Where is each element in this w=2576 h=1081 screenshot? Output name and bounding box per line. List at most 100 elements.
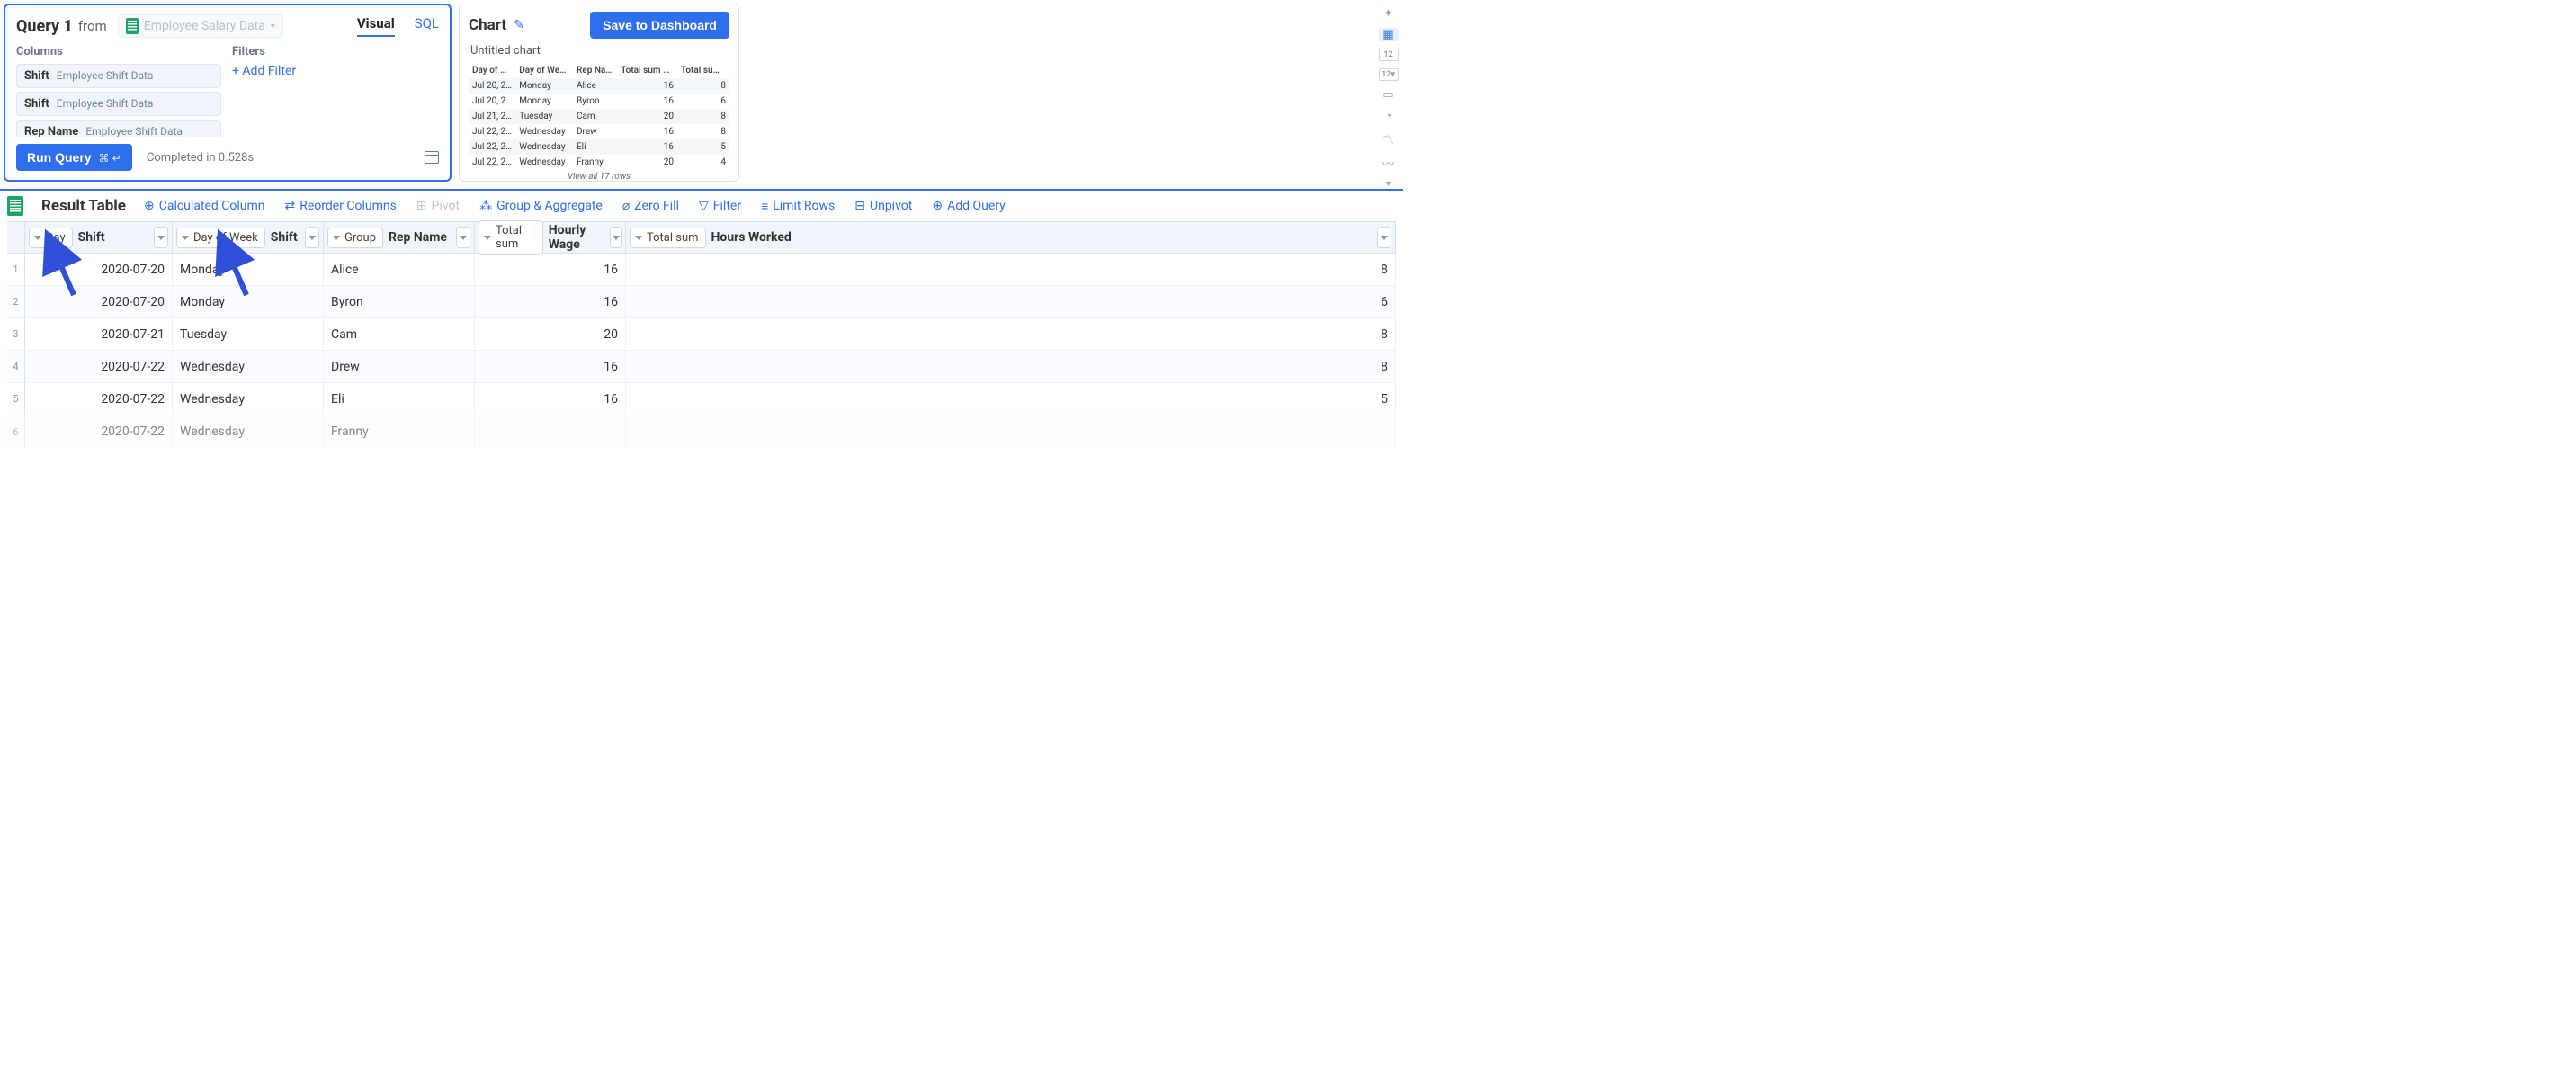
chevron-down-icon: ▾ [271, 22, 275, 31]
tab-visual[interactable]: Visual [357, 15, 395, 37]
tab-sql[interactable]: SQL [415, 15, 439, 37]
table-chart-icon[interactable]: ▦ [1379, 28, 1399, 41]
cell-repname: Cam [324, 318, 475, 350]
group-aggregate-button[interactable]: ⁂Group & Aggregate [479, 199, 603, 214]
chart-row: Jul 22, 2020WednesdayEli165 [469, 139, 729, 155]
chart-row: Jul 21, 2020TuesdayCam208 [469, 109, 729, 124]
chart-subtitle: Untitled chart [470, 44, 729, 58]
column-menu-button[interactable] [305, 227, 319, 248]
magic-icon[interactable]: ✦ [1379, 7, 1399, 21]
pie-chart-icon[interactable]: ◔ [1379, 109, 1399, 123]
unpivot-button[interactable]: ⊟Unpivot [854, 199, 912, 214]
chart-cell: Cam [573, 109, 617, 124]
transform-chip-totalsum[interactable]: Total sum [630, 228, 706, 248]
chart-cell: 6 [677, 94, 729, 109]
layout-icon[interactable] [425, 151, 439, 164]
chart-col-header: Day of Shift [469, 63, 515, 78]
chart-cell: 16 [617, 139, 677, 155]
table-row: 12020-07-20MondayAlice168 [7, 254, 1396, 286]
chart-row: Jul 22, 2020WednesdayFranny204 [469, 155, 729, 170]
chart-cell: 16 [617, 78, 677, 94]
more-chart-types-icon[interactable]: ▼ [1384, 179, 1392, 189]
save-to-dashboard-button[interactable]: Save to Dashboard [590, 12, 729, 39]
area-chart-icon[interactable]: 〰 [1379, 155, 1399, 172]
cell-date: 2020-07-22 [25, 383, 173, 415]
chart-cell: Monday [515, 94, 573, 109]
chart-preview-table: Day of Shift Day of Week: Shift Rep Name… [469, 63, 729, 170]
cell-repname: Alice [324, 254, 475, 285]
column-pill[interactable]: Rep NameEmployee Shift Data [16, 120, 221, 137]
chart-cell: Tuesday [515, 109, 573, 124]
chart-cell: Drew [573, 124, 617, 139]
cell-date: 2020-07-22 [25, 351, 173, 382]
row-number: 4 [7, 351, 25, 382]
cell-repname: Franny [324, 415, 475, 448]
column-menu-button[interactable] [1377, 227, 1391, 248]
cell-date: 2020-07-20 [25, 286, 173, 317]
plus-icon: ⊕ [932, 199, 943, 213]
reorder-icon: ⇄ [285, 199, 296, 213]
chart-cell: Jul 22, 2020 [469, 139, 515, 155]
chart-cell: Alice [573, 78, 617, 94]
calculated-column-button[interactable]: ⊕Calculated Column [144, 199, 265, 214]
table-row: 42020-07-22WednesdayDrew168 [7, 351, 1396, 383]
column-menu-button[interactable] [610, 227, 622, 248]
row-number: 1 [7, 254, 25, 285]
style-icon[interactable]: ✎ [514, 18, 524, 32]
filter-button[interactable]: ▽Filter [699, 199, 741, 214]
line-chart-icon[interactable]: 〽 [1379, 130, 1399, 147]
filter-icon: ▽ [699, 199, 709, 213]
chart-col-header: Total sum of Hours Worked [677, 63, 729, 78]
cell-dayofweek: Wednesday [173, 415, 324, 448]
number-chart-icon[interactable]: 12 [1379, 49, 1399, 61]
pivot-icon: ⊞ [416, 199, 427, 213]
run-query-button[interactable]: Run Query ⌘ ↵ [16, 144, 132, 171]
cell-wage: 16 [475, 254, 626, 285]
pivot-button[interactable]: ⊞Pivot [416, 199, 460, 214]
plus-column-icon: ⊕ [144, 199, 155, 213]
chart-cell: Monday [515, 78, 573, 94]
limit-rows-button[interactable]: ≡Limit Rows [761, 199, 835, 214]
transform-chip-day[interactable]: Day [29, 228, 73, 248]
reorder-columns-button[interactable]: ⇄Reorder Columns [285, 199, 397, 214]
chart-cell: 20 [617, 155, 677, 170]
chart-title: Chart [469, 16, 506, 34]
column-pills: ShiftEmployee Shift Data ShiftEmployee S… [16, 64, 221, 137]
cell-dayofweek: Wednesday [173, 351, 324, 382]
chart-cell: Eli [573, 139, 617, 155]
number-alt-chart-icon[interactable]: 12▾ [1379, 68, 1399, 81]
transform-chip-dayofweek[interactable]: Day of Week [176, 228, 265, 248]
cell-dayofweek: Tuesday [173, 318, 324, 350]
transform-chip-group[interactable]: Group [327, 228, 383, 248]
chart-type-toolbar: ✦ ▦ 12 12▾ ▭ ◔ 〽 〰 ▼ [1373, 0, 1403, 180]
chart-cell: Jul 22, 2020 [469, 155, 515, 170]
chart-cell: 16 [617, 94, 677, 109]
chart-cell: Byron [573, 94, 617, 109]
row-number: 6 [7, 415, 25, 448]
cell-hours: 8 [626, 318, 1396, 350]
cell-wage: 16 [475, 383, 626, 415]
filters-label: Filters [232, 45, 439, 58]
zero-fill-button[interactable]: ⌀Zero Fill [622, 199, 679, 214]
chart-cell: 4 [677, 155, 729, 170]
view-all-rows-link[interactable]: View all 17 rows [469, 172, 729, 182]
bar-chart-icon[interactable]: ▭ [1379, 88, 1399, 102]
limit-icon: ≡ [761, 199, 768, 214]
table-row: 32020-07-21TuesdayCam208 [7, 318, 1396, 351]
column-pill[interactable]: ShiftEmployee Shift Data [16, 92, 221, 116]
query-panel: Query 1 from Employee Salary Data ▾ Visu… [4, 4, 452, 182]
sheets-icon [126, 18, 139, 34]
column-menu-button[interactable] [154, 227, 168, 248]
chart-cell: Franny [573, 155, 617, 170]
transform-chip-totalsum[interactable]: Total sum [479, 220, 543, 255]
add-query-button[interactable]: ⊕Add Query [932, 199, 1005, 214]
column-menu-button[interactable] [456, 227, 470, 248]
sheets-icon [7, 196, 23, 216]
zero-icon: ⌀ [622, 199, 630, 213]
query-source-selector[interactable]: Employee Salary Data ▾ [118, 14, 283, 38]
cell-hours: 8 [626, 351, 1396, 382]
add-filter-button[interactable]: + Add Filter [232, 64, 439, 78]
column-pill[interactable]: ShiftEmployee Shift Data [16, 64, 221, 88]
chart-cell: 5 [677, 139, 729, 155]
cell-wage [475, 415, 626, 448]
